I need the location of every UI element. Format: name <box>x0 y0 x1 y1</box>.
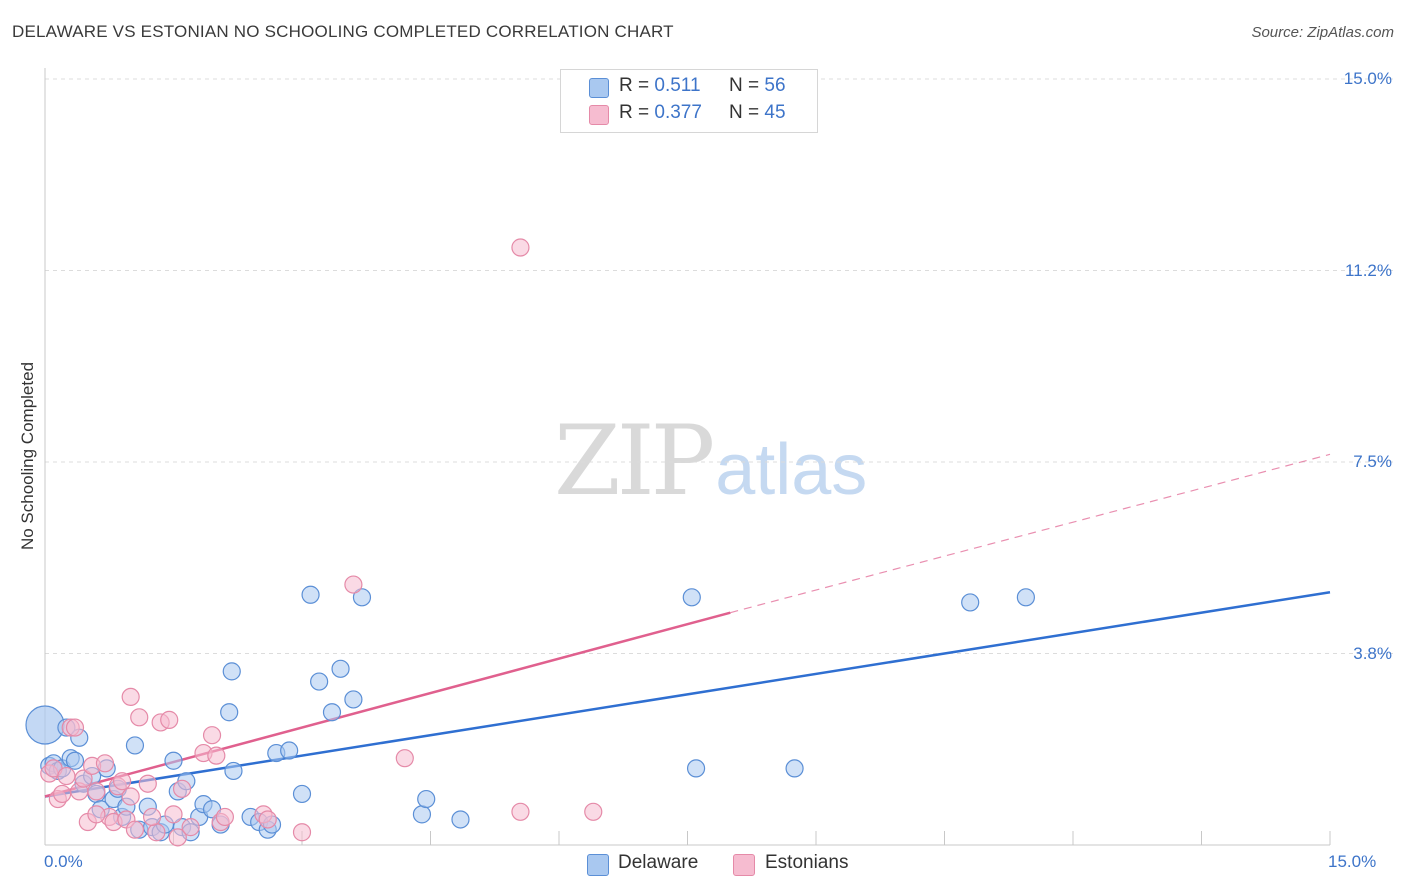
watermark: ZIPatlas <box>554 405 867 517</box>
delaware-r: R = 0.511 <box>619 75 701 97</box>
x-tick-min: 0.0% <box>44 852 83 871</box>
estonians-point <box>395 749 414 768</box>
estonians-point <box>258 810 277 829</box>
estonians-point <box>181 818 200 837</box>
estonians-point <box>74 769 93 788</box>
legend-series: Delaware Estonians <box>0 852 1406 878</box>
delaware-point <box>310 672 329 691</box>
delaware-point <box>961 593 980 612</box>
delaware-trend-line <box>44 590 1331 798</box>
watermark-atlas: atlas <box>715 430 868 510</box>
delaware-n-value: 56 <box>764 75 786 96</box>
delaware-point <box>125 736 145 755</box>
delaware-point <box>344 690 363 709</box>
estonians-point <box>207 746 226 765</box>
estonians-point <box>511 238 530 257</box>
estonians-point <box>172 779 192 798</box>
chart-title: DELAWARE VS ESTONIAN NO SCHOOLING COMPLE… <box>12 22 674 41</box>
y-tick-label: 15.0% <box>1343 69 1392 88</box>
estonians-point <box>65 718 85 737</box>
delaware-point <box>220 703 239 722</box>
legend-delaware-swatch <box>587 854 609 876</box>
estonians-point <box>215 807 234 827</box>
delaware-point <box>352 588 372 607</box>
estonians-point <box>121 687 140 707</box>
grid-lines <box>45 78 1393 654</box>
estonians-point <box>130 708 149 727</box>
legend-delaware-label: Delaware <box>618 852 699 873</box>
delaware-point <box>331 659 350 678</box>
estonians-trend-extension <box>730 453 1331 614</box>
delaware-point <box>164 751 183 770</box>
estonians-point <box>53 784 72 804</box>
estonians-point <box>147 823 166 842</box>
delaware-r-label: R = <box>619 75 655 96</box>
delaware-n-label: N = <box>729 75 765 96</box>
legend-row-estonians: R = 0.377 N = 45 <box>561 102 817 128</box>
estonians-r-label: R = <box>619 102 655 123</box>
estonians-point <box>168 828 187 847</box>
estonians-point <box>344 575 363 594</box>
delaware-point <box>322 703 342 722</box>
delaware-point <box>65 751 85 770</box>
delaware-n: N = 56 <box>729 75 786 97</box>
delaware-point <box>222 662 241 681</box>
delaware-point <box>451 810 470 829</box>
estonians-trend-line <box>44 611 731 798</box>
estonians-point <box>121 787 140 806</box>
delaware-point <box>686 759 706 778</box>
axes <box>44 68 1331 846</box>
estonians-point <box>142 807 162 827</box>
delaware-swatch <box>589 78 609 98</box>
estonians-swatch <box>589 105 609 125</box>
x-tick-max: 15.0% <box>1328 852 1377 871</box>
delaware-point <box>292 784 312 804</box>
source-label: Source: ZipAtlas.com <box>1251 24 1394 41</box>
delaware-point <box>417 789 436 809</box>
estonians-point <box>138 774 157 793</box>
estonians-point <box>57 766 76 786</box>
estonians-point <box>95 754 115 773</box>
estonians-point <box>112 772 132 791</box>
trend-lines <box>44 453 1331 798</box>
data-points <box>25 238 1035 847</box>
legend-row-delaware: R = 0.511 N = 56 <box>561 75 817 101</box>
delaware-r-value: 0.511 <box>654 75 701 96</box>
y-tick-label: 11.2% <box>1345 260 1392 280</box>
estonians-point <box>87 805 106 824</box>
estonians-point <box>125 820 145 839</box>
y-axis-label: No Schooling Completed <box>18 361 37 551</box>
delaware-point <box>301 585 320 604</box>
delaware-point <box>785 759 804 778</box>
estonians-point <box>202 726 222 745</box>
watermark-zip: ZIP <box>554 405 715 517</box>
delaware-point <box>224 761 243 781</box>
estonians-point <box>511 802 530 821</box>
y-tick-label: 7.5% <box>1353 452 1392 471</box>
legend-estonians-swatch <box>733 854 755 876</box>
delaware-point <box>682 588 701 607</box>
estonians-point <box>292 823 312 842</box>
delaware-point <box>412 805 432 824</box>
delaware-point <box>1016 588 1035 607</box>
estonians-n-value: 45 <box>764 102 786 123</box>
legend-stats: R = 0.511 N = 56 R = 0.377 N = 45 <box>560 69 818 133</box>
legend-estonians-label: Estonians <box>765 852 849 873</box>
estonians-r: R = 0.377 <box>619 102 702 124</box>
estonians-point <box>87 782 106 801</box>
estonians-point <box>164 805 183 824</box>
y-tick-label: 3.8% <box>1353 643 1392 663</box>
delaware-point <box>280 741 299 760</box>
estonians-n: N = 45 <box>729 102 786 124</box>
estonians-r-value: 0.377 <box>654 102 702 123</box>
estonians-point <box>160 710 179 729</box>
estonians-point <box>584 802 603 821</box>
estonians-n-label: N = <box>729 102 765 123</box>
